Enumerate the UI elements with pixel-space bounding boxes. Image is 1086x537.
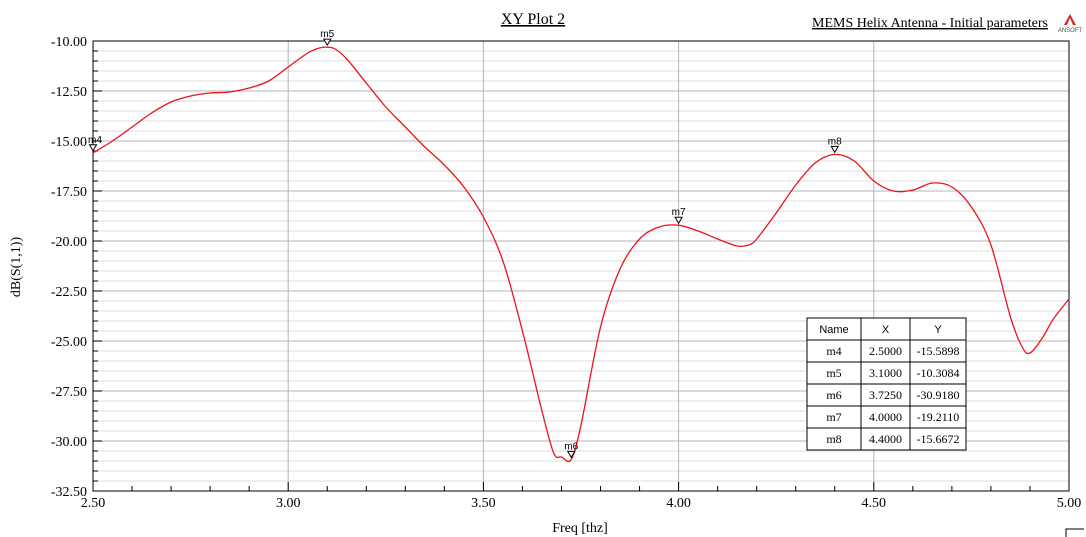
y-axis-label: dB(S(1,1)) (9, 237, 24, 298)
table-header-cell: X (882, 324, 890, 336)
table-cell: -15.5898 (917, 344, 960, 358)
marker-m5-triangle (322, 38, 332, 47)
table-header-cell: Y (934, 324, 942, 336)
y-tick-label: -22.50 (51, 285, 87, 300)
marker-m7-triangle (674, 216, 683, 225)
corner-mark (1065, 528, 1084, 537)
table-cell: 3.1000 (869, 366, 902, 380)
marker-m7-label: m7 (672, 207, 686, 218)
marker-layer: m4 m5 m6 m7 m8 (88, 29, 842, 459)
table-cell: m6 (826, 388, 841, 402)
table-cell: 2.5000 (869, 344, 902, 358)
table-header-cell: Name (819, 324, 848, 336)
y-tick-label: -32.50 (51, 485, 87, 500)
x-tick-label: 4.50 (862, 496, 887, 511)
table-cell: -19.2110 (917, 410, 960, 424)
marker-table: Name X Ym4 2.5000 -15.5898 m5 3.1000 -10.3084 m6… (806, 317, 967, 451)
x-axis-label: Freq [thz] (552, 521, 608, 536)
chart-title: XY Plot 2 (501, 11, 565, 28)
x-tick-label: 2.50 (81, 496, 106, 511)
table-cell: -30.9180 (917, 388, 960, 402)
table-cell: 4.4000 (869, 432, 902, 446)
ansoft-logo: ANSOFT (1058, 14, 1083, 34)
marker-m4-triangle (88, 144, 98, 152)
table-cell: 3.7250 (869, 388, 902, 402)
axes: -10.00 -12.50 -15.00 -17.50 -20.00 -22.50 -25.… (51, 35, 1081, 511)
table-cell: m4 (826, 344, 841, 358)
x-tick-label: 3.00 (276, 496, 301, 511)
y-tick-label: -25.00 (51, 335, 87, 350)
marker-m8-triangle (830, 145, 840, 154)
marker-m8-label: m8 (828, 136, 842, 147)
chart-subtitle: MEMS Helix Antenna - Initial parameters (812, 16, 1048, 31)
marker-m5-label: m5 (320, 29, 334, 40)
x-tick-label: 3.50 (471, 496, 496, 511)
y-tick-label: -27.50 (51, 385, 87, 400)
table-cell: -10.3084 (917, 366, 960, 380)
marker-m6-label: m6 (564, 441, 578, 452)
plot-frame (92, 40, 1070, 492)
table-cell: m8 (826, 432, 841, 446)
table-cell: m7 (826, 410, 841, 424)
y-tick-label: -30.00 (51, 435, 87, 450)
logo-label: ANSOFT (1058, 28, 1083, 34)
y-tick-label: -17.50 (51, 185, 87, 200)
x-tick-label: 4.00 (666, 496, 691, 511)
table-cell: 4.0000 (869, 410, 902, 424)
x-tick-label: 5.00 (1057, 496, 1082, 511)
curve-layer (92, 46, 1070, 463)
table-cell: -15.6672 (917, 432, 960, 446)
y-tick-label: -12.50 (51, 85, 87, 100)
y-tick-label: -15.00 (51, 135, 87, 150)
y-tick-label: -10.00 (51, 35, 87, 50)
marker-m4-label: m4 (88, 135, 102, 146)
marker-m6-triangle (566, 450, 576, 459)
table-cell: m5 (826, 366, 841, 380)
y-tick-label: -20.00 (51, 235, 87, 250)
series-line (92, 46, 1070, 463)
